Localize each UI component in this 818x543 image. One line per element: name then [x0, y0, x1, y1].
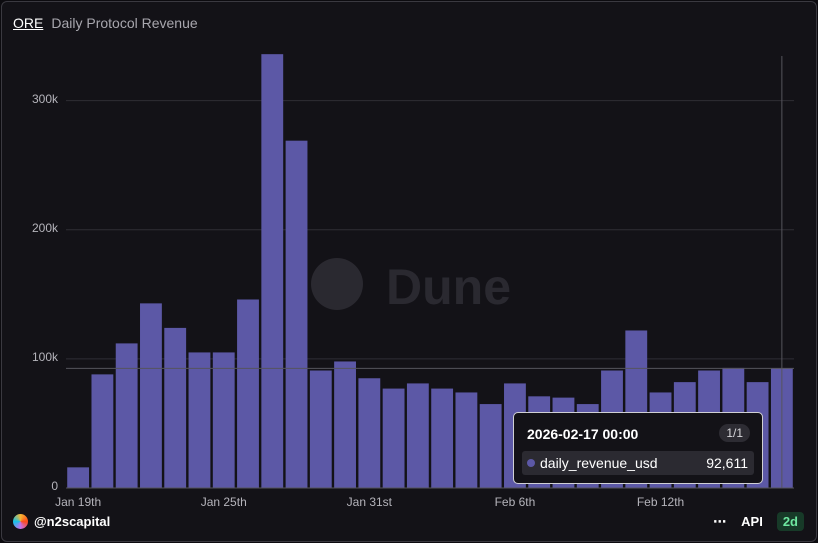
watermark-logo	[311, 258, 363, 310]
bar	[212, 352, 235, 488]
y-tick-label: 300k	[32, 92, 59, 106]
api-button[interactable]: API	[741, 514, 763, 529]
watermark: Dune	[386, 259, 511, 315]
refresh-badge[interactable]: 2d	[776, 512, 804, 531]
y-tick-label: 100k	[32, 350, 59, 364]
bar	[140, 303, 162, 488]
username: @n2scapital	[34, 514, 111, 529]
y-tick-label: 0	[51, 479, 58, 493]
more-button[interactable]: ⋯	[713, 513, 728, 529]
avatar	[13, 514, 28, 529]
value-label: 92,611	[706, 455, 748, 471]
tooltip-title: 2026-02-17 00:00	[527, 426, 639, 442]
x-tick-label: Feb 12th	[637, 495, 684, 509]
bar	[431, 388, 454, 488]
bar	[334, 361, 356, 488]
bar	[479, 404, 502, 488]
bar	[261, 54, 284, 489]
bar	[382, 388, 405, 488]
bar	[164, 327, 187, 488]
bar	[358, 378, 381, 488]
chart-title: Daily Protocol Revenue	[51, 15, 198, 31]
bar	[285, 140, 308, 488]
bar	[115, 343, 138, 488]
x-tick-label: Jan 31st	[347, 495, 393, 509]
bar	[91, 374, 114, 488]
header: ORE Daily Protocol Revenue	[13, 15, 198, 31]
tooltip: 2026-02-17 00:00 1/1 daily_revenue_usd 9…	[513, 412, 763, 484]
bar	[406, 383, 429, 488]
footer-actions: ⋯ API 2d	[713, 512, 804, 531]
bar	[188, 352, 211, 488]
legend-dot	[527, 459, 535, 467]
bar	[309, 370, 332, 488]
x-tick-label: Jan 19th	[55, 495, 101, 509]
author[interactable]: @n2scapital	[13, 514, 110, 529]
y-tick-label: 200k	[32, 221, 59, 235]
x-tick-label: Feb 6th	[495, 495, 536, 509]
bar	[455, 392, 478, 488]
tooltip-page: 1/1	[719, 424, 750, 442]
tooltip-row: daily_revenue_usd 92,611	[522, 451, 754, 475]
x-tick-label: Jan 25th	[201, 495, 247, 509]
bar	[237, 299, 259, 488]
query-link[interactable]: ORE	[13, 15, 44, 31]
bar	[67, 467, 90, 488]
series-name: daily_revenue_usd	[540, 455, 658, 471]
